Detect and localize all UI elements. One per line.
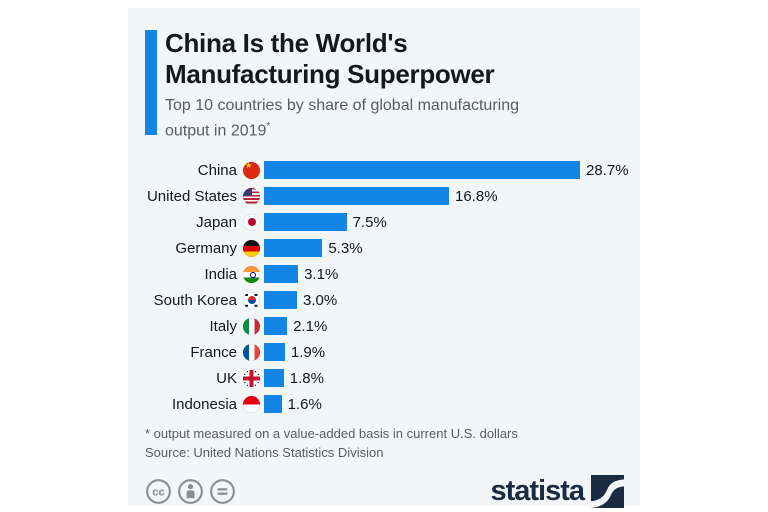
chart-row: Germany 5.3% bbox=[145, 235, 624, 261]
chart-row: China 28.7% bbox=[145, 157, 629, 183]
cc-nd-equals-icon[interactable] bbox=[209, 478, 236, 505]
value-label: 1.8% bbox=[289, 369, 324, 387]
chart-subtitle: Top 10 countries by share of global manu… bbox=[165, 95, 565, 141]
flag-japan-icon bbox=[243, 213, 260, 231]
statista-logo-icon bbox=[591, 475, 624, 509]
value-label: 1.6% bbox=[287, 395, 322, 413]
cc-by-attribution-icon[interactable] bbox=[177, 478, 204, 505]
value-label: 28.7% bbox=[586, 161, 629, 179]
bar-italy bbox=[264, 317, 288, 336]
bar-chart: China 28.7% United States 16.8% Japan 7.… bbox=[145, 157, 629, 417]
bar-germany bbox=[264, 239, 323, 258]
flag-germany-icon bbox=[243, 239, 260, 257]
license-icons: cc bbox=[145, 478, 236, 505]
bar-china bbox=[264, 161, 580, 180]
flag-italy-icon bbox=[243, 317, 260, 335]
bar-india bbox=[264, 265, 299, 284]
footnote: * output measured on a value-added basis… bbox=[145, 426, 518, 442]
flag-united-states-icon bbox=[243, 187, 260, 205]
value-label: 1.9% bbox=[290, 343, 326, 361]
bar-united-states bbox=[264, 187, 449, 206]
infographic-card: China Is the World's Manufacturing Super… bbox=[128, 8, 640, 509]
country-label: Indonesia bbox=[171, 395, 237, 413]
country-label: UK bbox=[216, 369, 237, 387]
country-label: United States bbox=[146, 187, 237, 205]
value-label: 3.1% bbox=[304, 265, 339, 283]
bar-japan bbox=[264, 213, 347, 232]
chart-row: United States 16.8% bbox=[145, 183, 624, 209]
flag-china-icon bbox=[243, 161, 260, 179]
statista-logo[interactable]: statista bbox=[490, 475, 624, 509]
chart-row: South Korea 3.0% bbox=[145, 287, 624, 313]
title-accent-bar bbox=[145, 30, 157, 135]
country-label: South Korea bbox=[153, 291, 237, 309]
flag-south-korea-icon bbox=[243, 291, 260, 309]
chart-title-line1: China Is the World's bbox=[165, 28, 408, 58]
chart-row: UK 1.8% bbox=[145, 365, 624, 391]
bar-uk bbox=[264, 369, 284, 388]
footnote-marker: * bbox=[266, 121, 271, 132]
value-label: 3.0% bbox=[303, 291, 338, 309]
chart-row: India 3.1% bbox=[145, 261, 624, 287]
flag-indonesia-icon bbox=[243, 395, 260, 413]
value-label: 16.8% bbox=[455, 187, 498, 205]
svg-text:cc: cc bbox=[152, 487, 165, 499]
source-line: Source: United Nations Statistics Divisi… bbox=[145, 445, 384, 461]
flag-india-icon bbox=[243, 265, 260, 283]
chart-row: France 1.9% bbox=[145, 339, 624, 365]
flag-france-icon bbox=[243, 343, 260, 361]
flag-uk-icon bbox=[243, 369, 260, 387]
bar-south-korea bbox=[264, 291, 297, 310]
chart-subtitle-text: Top 10 countries by share of global manu… bbox=[165, 97, 519, 140]
value-label: 7.5% bbox=[352, 213, 387, 231]
chart-row: Japan 7.5% bbox=[145, 209, 624, 235]
header: China Is the World's Manufacturing Super… bbox=[145, 8, 624, 141]
country-label: Germany bbox=[175, 239, 237, 257]
chart-row: Indonesia 1.6% bbox=[145, 391, 624, 417]
country-label: China bbox=[197, 161, 237, 179]
country-label: India bbox=[204, 265, 237, 283]
country-label: Italy bbox=[209, 317, 237, 335]
chart-row: Italy 2.1% bbox=[145, 313, 624, 339]
statista-wordmark: statista bbox=[490, 475, 585, 508]
bar-indonesia bbox=[264, 395, 282, 414]
footnote-block: * output measured on a value-added basis… bbox=[145, 424, 624, 462]
value-label: 2.1% bbox=[293, 317, 328, 335]
value-label: 5.3% bbox=[328, 239, 363, 257]
chart-title-line2: Manufacturing Superpower bbox=[165, 59, 495, 89]
cc-license-icon[interactable]: cc bbox=[145, 478, 172, 505]
country-label: Japan bbox=[196, 213, 237, 231]
country-label: France bbox=[190, 343, 237, 361]
bar-france bbox=[264, 343, 285, 362]
footer-bar: cc statista bbox=[145, 475, 624, 509]
